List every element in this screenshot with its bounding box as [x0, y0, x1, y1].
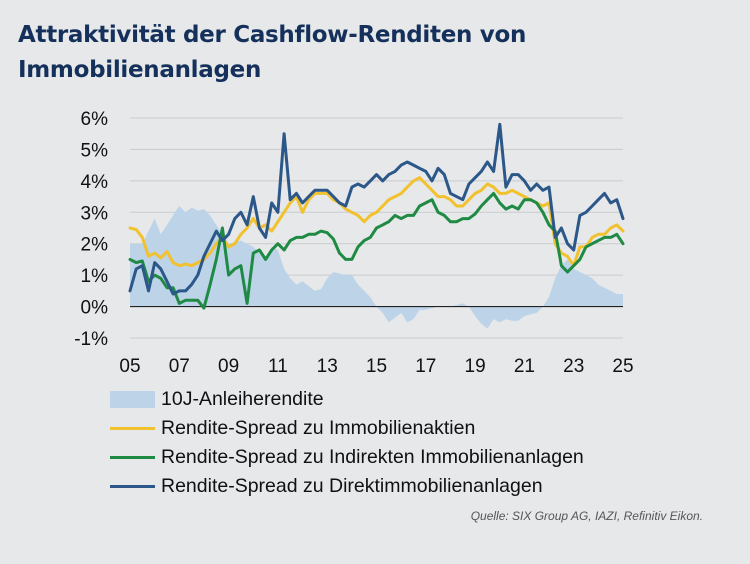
indirect-spread-line [128, 191, 625, 310]
x-tick-label: 17 [415, 356, 436, 377]
x-tick-label: 11 [268, 356, 288, 377]
bond-yield-area-layer [130, 206, 623, 329]
legend-item-indirect-spread: Rendite-Spread zu Indirekten Immobiliena… [110, 443, 584, 472]
y-tick-label: 5% [81, 140, 109, 161]
y-axis-ticks: 6% 5% 4% 3% 2% 1% 0% -1% [74, 109, 108, 350]
legend-label-direct-spread: Rendite-Spread zu Direktimmobilienanlage… [161, 475, 543, 497]
x-tick-label: 23 [563, 356, 584, 377]
x-tick-label: 19 [465, 356, 486, 377]
x-tick-label: 13 [317, 356, 338, 377]
legend-item-equities-spread: Rendite-Spread zu Immobilienaktien [110, 414, 584, 443]
x-axis-ticks: 05 07 09 11 13 15 17 19 21 23 25 [119, 356, 633, 377]
y-tick-label: 4% [81, 172, 109, 193]
x-tick-label: 21 [514, 356, 535, 377]
x-tick-label: 05 [119, 356, 140, 377]
chart-title: Attraktivität der Cashflow-Renditen von … [18, 22, 527, 83]
legend-swatch-bond-yield [110, 391, 155, 408]
y-tick-label: 0% [81, 298, 109, 319]
y-tick-label: 2% [81, 235, 109, 256]
y-tick-label: 3% [81, 203, 109, 224]
spread-lines-layer [128, 122, 625, 310]
legend-item-direct-spread: Rendite-Spread zu Direktimmobilienanlage… [110, 472, 584, 501]
legend: 10J-Anleiherendite Rendite-Spread zu Imm… [110, 385, 584, 501]
legend-item-bond-yield: 10J-Anleiherendite [110, 385, 584, 414]
source-note: Quelle: SIX Group AG, IAZI, Refinitiv Ei… [470, 509, 703, 523]
x-tick-label: 25 [612, 356, 633, 377]
y-tick-label: -1% [74, 329, 108, 350]
legend-swatch-direct-spread [110, 485, 155, 488]
bond-yield-area [130, 206, 623, 329]
legend-label-indirect-spread: Rendite-Spread zu Indirekten Immobiliena… [161, 446, 584, 468]
y-tick-label: 6% [81, 109, 109, 130]
y-tick-label: 1% [81, 266, 109, 287]
direct-spread-line [128, 122, 625, 296]
legend-swatch-equities-spread [110, 427, 155, 430]
x-tick-label: 15 [366, 356, 387, 377]
x-tick-label: 07 [169, 356, 190, 377]
legend-label-bond-yield: 10J-Anleiherendite [161, 388, 324, 410]
x-tick-label: 09 [218, 356, 239, 377]
legend-label-equities-spread: Rendite-Spread zu Immobilienaktien [161, 417, 476, 439]
equities-spread-line [128, 176, 625, 268]
legend-swatch-indirect-spread [110, 456, 155, 459]
